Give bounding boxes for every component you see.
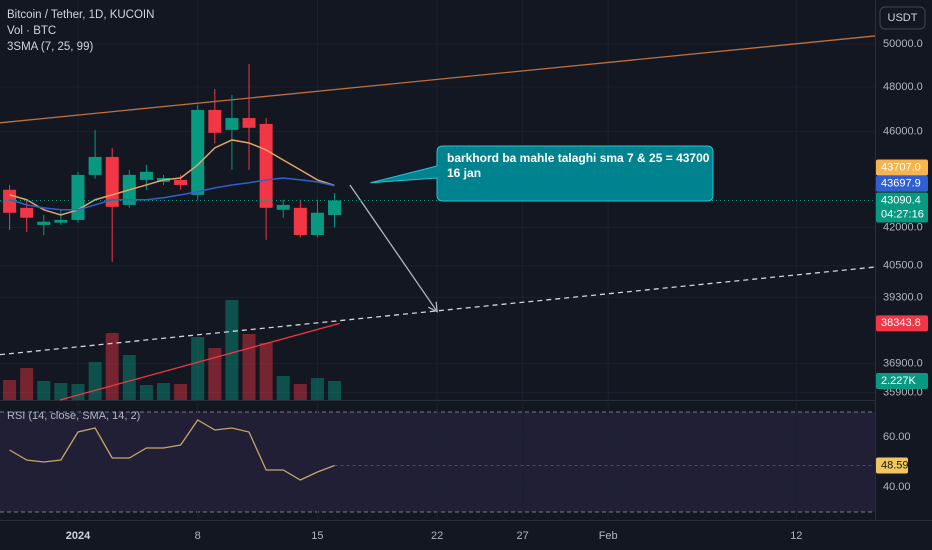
x-tick-label: 2024 — [66, 530, 91, 542]
callout-text: 16 jan — [447, 166, 481, 180]
price-axis-label: 38343.8 — [881, 317, 921, 329]
volume-bar — [208, 348, 222, 400]
chart-title: Bitcoin / Tether, 1D, KUCOIN — [7, 9, 154, 21]
volume-bar — [225, 300, 239, 400]
y-tick-label: 39300.0 — [883, 291, 923, 303]
x-tick-label: Feb — [599, 530, 618, 542]
y-tick-label: 40500.0 — [883, 260, 923, 272]
price-axis-label-countdown: 04:27:16 — [881, 208, 924, 220]
rsi-tick-label: 60.00 — [883, 431, 911, 443]
y-tick-label: 35900.0 — [883, 387, 923, 399]
drawing-arrow — [349, 184, 438, 313]
y-tick-label: 48000.0 — [883, 81, 923, 93]
volume-bar — [157, 383, 171, 400]
drawing-line — [0, 266, 876, 356]
callout-text: barkhord ba mahle talaghi sma 7 & 25 = 4… — [447, 151, 710, 165]
indicator-label: 3SMA (7, 25, 99) — [7, 41, 93, 53]
y-tick-label: 36900.0 — [883, 358, 923, 370]
volume-bar — [71, 384, 85, 400]
rsi-axis-label: 48.59 — [881, 459, 909, 471]
volume-bar — [191, 337, 205, 400]
volume-bar — [122, 355, 136, 400]
candle-body — [20, 207, 34, 218]
rsi-title: RSI (14, close, SMA, 14, 2) — [7, 410, 140, 422]
price-axis-label-bg — [876, 175, 928, 192]
x-tick-label: 27 — [517, 530, 529, 542]
volume-axis-label: 2.227K — [881, 375, 917, 387]
candle-body — [139, 171, 153, 180]
candle-body — [310, 212, 324, 235]
candle-body — [208, 109, 222, 133]
price-axis-label: 43090.4 — [881, 194, 921, 206]
volume-bar — [105, 333, 119, 400]
candle-body — [88, 156, 102, 175]
x-tick-label: 15 — [311, 530, 323, 542]
volume-bar — [20, 368, 34, 400]
candle-body — [225, 118, 239, 130]
volume-bar — [37, 381, 51, 400]
x-tick-label: 12 — [790, 530, 802, 542]
price-axis-label-bg — [876, 315, 928, 332]
volume-bar — [88, 362, 102, 400]
y-tick-label: 46000.0 — [883, 126, 923, 138]
volume-bar — [54, 383, 68, 400]
y-tick-label: 50000.0 — [883, 38, 923, 50]
callout-box — [370, 145, 714, 202]
candle-body — [54, 219, 68, 223]
volume-bar — [328, 380, 342, 400]
currency-button[interactable] — [879, 6, 926, 30]
sma-line — [9, 177, 335, 211]
currency-label[interactable]: USDT — [888, 12, 918, 24]
x-tick-label: 22 — [431, 530, 443, 542]
volume-bar — [276, 376, 290, 400]
drawing-line — [0, 35, 876, 124]
price-axis-label-bg — [876, 192, 928, 223]
candle-body — [174, 179, 188, 185]
volume-bar — [259, 343, 273, 400]
y-tick-label: 42000.0 — [883, 221, 923, 233]
candle-body — [242, 118, 256, 128]
candle-body — [71, 174, 85, 220]
volume-bar — [174, 384, 188, 400]
x-tick-label: 8 — [195, 530, 201, 542]
volume-bar — [242, 334, 256, 400]
indicator-label: Vol · BTC — [7, 25, 56, 37]
candle-body — [37, 221, 51, 225]
arrow-head — [427, 301, 438, 313]
drawing-line — [59, 322, 340, 401]
volume-axis-label-bg — [876, 372, 928, 389]
rsi-tick-label: 40.00 — [883, 481, 911, 493]
price-axis-label: 43697.9 — [881, 178, 921, 190]
volume-bar — [293, 384, 307, 400]
price-axis-label-bg — [876, 159, 928, 176]
volume-bar — [3, 380, 17, 400]
rsi-line — [9, 419, 335, 481]
candle-body — [259, 123, 273, 208]
sma-line — [9, 139, 335, 216]
volume-bar — [310, 378, 324, 400]
candle-body — [293, 207, 307, 235]
candle-body — [191, 109, 205, 195]
rsi-axis-label-bg — [876, 457, 908, 474]
candle-body — [328, 200, 342, 215]
volume-bar — [139, 385, 153, 400]
candle-body — [276, 204, 290, 210]
price-axis-label: 43707.0 — [881, 161, 921, 173]
